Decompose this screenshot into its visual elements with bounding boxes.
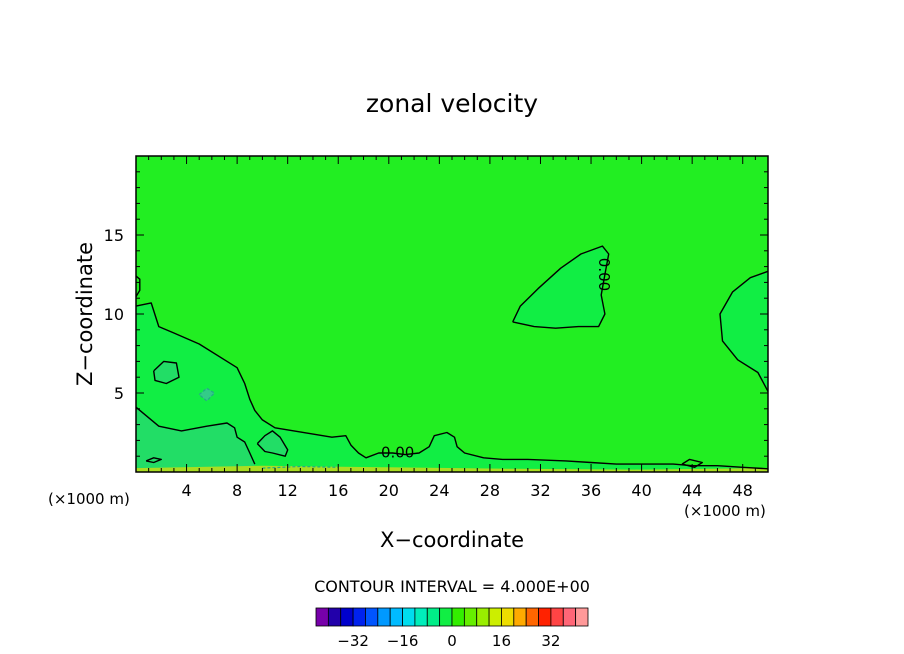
zero-contour-5 — [153, 360, 180, 385]
colorbar-swatch-15 — [501, 607, 515, 627]
x-tick-label-16: 16 — [328, 481, 348, 500]
colorbar-swatch-1 — [327, 607, 342, 627]
chart-title: zonal velocity — [366, 89, 538, 118]
colorbar-swatch-8 — [414, 607, 428, 627]
x-unit-right: (×1000 m) — [684, 502, 766, 520]
colorbar-tick-label-3: 16 — [492, 632, 511, 650]
x-axis-label: X−coordinate — [380, 528, 524, 552]
x-tick-label-36: 36 — [581, 481, 601, 500]
colorbar-swatch-7 — [402, 607, 416, 627]
colorbar-tick-label-4: 32 — [541, 632, 560, 650]
colorbar-swatch-13 — [476, 607, 490, 627]
negative-contour-1 — [262, 465, 339, 469]
colorbar-swatch-6 — [389, 607, 403, 627]
zero-contour-1 — [135, 406, 256, 465]
zero-contour-7 — [145, 457, 163, 464]
x-tick-label-28: 28 — [480, 481, 500, 500]
colorbar-tick-label-2: 0 — [447, 632, 457, 650]
colorbar-swatch-19 — [550, 607, 564, 627]
field-region-4 — [153, 361, 179, 384]
y-tick-label-5: 5 — [114, 384, 124, 403]
x-tick-label-24: 24 — [429, 481, 449, 500]
field-region-2 — [720, 271, 768, 392]
zero-contour-4 — [719, 270, 769, 392]
colorbar-swatch-3 — [352, 607, 366, 627]
colorbar-swatch-10 — [439, 607, 453, 627]
colorbar-swatch-14 — [488, 607, 502, 627]
contour-interval-label: CONTOUR INTERVAL = 4.000E+00 — [314, 577, 590, 596]
negative-contour-0 — [198, 387, 216, 402]
field-region-6 — [199, 388, 215, 401]
colorbar-tick-label-0: −32 — [337, 632, 369, 650]
x-tick-label-12: 12 — [278, 481, 298, 500]
x-tick-label-32: 32 — [530, 481, 550, 500]
colorbar-swatch-4 — [365, 607, 379, 627]
field-region-1 — [512, 246, 609, 329]
colorbar-swatch-9 — [426, 607, 441, 627]
y-axis-label: Z−coordinate — [73, 242, 97, 386]
colorbar-swatch-17 — [525, 607, 539, 627]
x-tick-label-44: 44 — [682, 481, 702, 500]
colorbar-swatch-2 — [340, 607, 354, 627]
y-tick-label-15: 15 — [104, 226, 124, 245]
colorbar-swatch-0 — [315, 607, 329, 627]
x-tick-label-48: 48 — [733, 481, 753, 500]
x-tick-label-20: 20 — [379, 481, 399, 500]
zero-contour-0 — [135, 302, 769, 470]
colorbar-swatch-16 — [513, 607, 527, 627]
zero-contour-2 — [135, 275, 141, 297]
zero-contour-8 — [681, 458, 703, 468]
colorbar-swatch-12 — [463, 607, 478, 627]
colorbar: −32 −16 0 16 32 — [315, 607, 589, 650]
zero-contour-6 — [256, 430, 289, 457]
colorbar-swatch-11 — [451, 607, 465, 627]
colorbar-tick-label-1: −16 — [387, 632, 419, 650]
colorbar-swatch-18 — [538, 607, 552, 627]
zero-contour-3 — [512, 245, 610, 329]
x-tick-label-40: 40 — [631, 481, 651, 500]
colorbar-swatch-21 — [575, 607, 589, 627]
colorbar-swatch-20 — [562, 607, 577, 627]
contour-label-1: 0.00 — [595, 258, 613, 291]
x-unit-left: (×1000 m) — [48, 490, 130, 508]
colorbar-swatch-5 — [377, 607, 391, 627]
contour-lines — [135, 245, 769, 470]
contour-label-0: 0.00 — [381, 444, 414, 462]
contour-labels: 0.00 0.00 — [381, 258, 613, 462]
x-tick-label-4: 4 — [181, 481, 191, 500]
y-tick-label-10: 10 — [104, 305, 124, 324]
x-tick-label-8: 8 — [232, 481, 242, 500]
